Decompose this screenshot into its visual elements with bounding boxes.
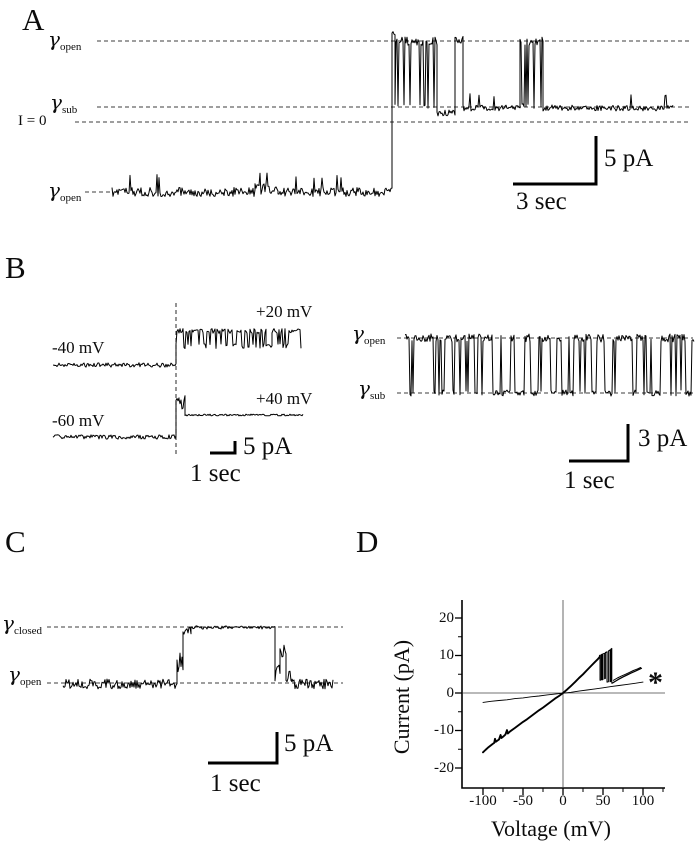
trace-C	[62, 625, 334, 690]
gamma-symbol: γ	[50, 90, 62, 114]
x-tick-label-neg100: -100	[469, 793, 497, 809]
gamma-subscript: open	[59, 41, 82, 54]
gamma-subscript: open	[363, 335, 386, 348]
gamma-subscript: open	[59, 192, 82, 205]
voltage-before-top-label-b: -40 mV	[52, 338, 105, 357]
gamma-sub-label-a: γsub	[50, 92, 77, 116]
iv-series-substate-iv-asterisk	[482, 681, 644, 703]
panel-c-label: C	[5, 524, 26, 559]
current-scale-label-b-left: 5 pA	[243, 433, 293, 460]
gamma-subscript: sub	[61, 104, 78, 117]
time-scale-label-b-right: 1 sec	[564, 467, 615, 494]
y-tick-label-20: 20	[439, 610, 454, 626]
scale-bars	[208, 136, 630, 765]
panel-a-label: A	[22, 2, 45, 37]
y-axis-title: Current (pA)	[389, 639, 414, 755]
x-tick-label-neg50: -50	[513, 793, 533, 809]
iv-series-main-iv-ramp	[482, 656, 600, 754]
time-scale-label-c: 1 sec	[210, 770, 261, 797]
gamma-symbol: γ	[8, 662, 20, 686]
y-tick-label-neg20: -20	[434, 760, 454, 776]
voltage-after-bottom-label-b: +40 mV	[256, 389, 313, 408]
gamma-symbol: γ	[48, 178, 60, 202]
trace-B_left-0	[53, 328, 302, 368]
current-traces	[52, 31, 695, 690]
current-scale-label-a: 5 pA	[604, 145, 654, 172]
gamma-symbol: γ	[358, 376, 370, 400]
panel-d-label: D	[356, 524, 379, 559]
time-scale-label-a: 3 sec	[516, 188, 567, 215]
current-scale-label-c: 5 pA	[284, 730, 334, 757]
current-scale-label-b-right: 3 pA	[638, 425, 688, 452]
zero-current-label-a: I = 0	[18, 113, 47, 129]
x-tick-label-0: 0	[559, 793, 567, 809]
y-tick-label-10: 10	[439, 647, 454, 663]
gamma-subscript: sub	[369, 390, 386, 403]
voltage-after-top-label-b: +20 mV	[256, 302, 313, 321]
gamma-symbol: γ	[352, 321, 364, 345]
gamma-closed-label-c: γclosed	[2, 613, 42, 637]
voltage-before-bottom-label-b: -60 mV	[52, 411, 105, 430]
gamma-subscript: closed	[13, 625, 43, 638]
time-scale-label-b-left: 1 sec	[190, 460, 241, 487]
x-tick-label-50: 50	[595, 793, 611, 809]
iv-series-post-drop-branch-1	[611, 667, 643, 684]
gamma-open-lower-label-a: γopen	[48, 180, 81, 204]
gamma-open-upper-label-a: γopen	[48, 29, 81, 53]
gamma-symbol: γ	[48, 27, 60, 51]
gamma-open-label-c: γopen	[8, 664, 41, 688]
y-tick-label-0: 0	[446, 685, 455, 701]
gamma-symbol: γ	[2, 611, 14, 635]
y-tick-label-neg10: -10	[434, 722, 454, 738]
trace-B_left-1	[52, 395, 304, 440]
iv-plot	[455, 600, 665, 795]
panel-b-label: B	[5, 250, 26, 285]
iv-series-gating-sawtooth	[598, 647, 614, 684]
trace-A	[111, 31, 674, 197]
gamma-subscript: open	[19, 676, 42, 689]
gamma-open-label-b-right: γopen	[352, 323, 385, 347]
x-axis-title: Voltage (mV)	[491, 816, 611, 841]
trace-B_right	[404, 333, 695, 397]
x-tick-label-100: 100	[631, 793, 655, 809]
iv-series-post-drop-branch-2	[612, 667, 642, 681]
gamma-sub-label-b-right: γsub	[358, 378, 385, 402]
asterisk-annotation: *	[648, 666, 663, 699]
